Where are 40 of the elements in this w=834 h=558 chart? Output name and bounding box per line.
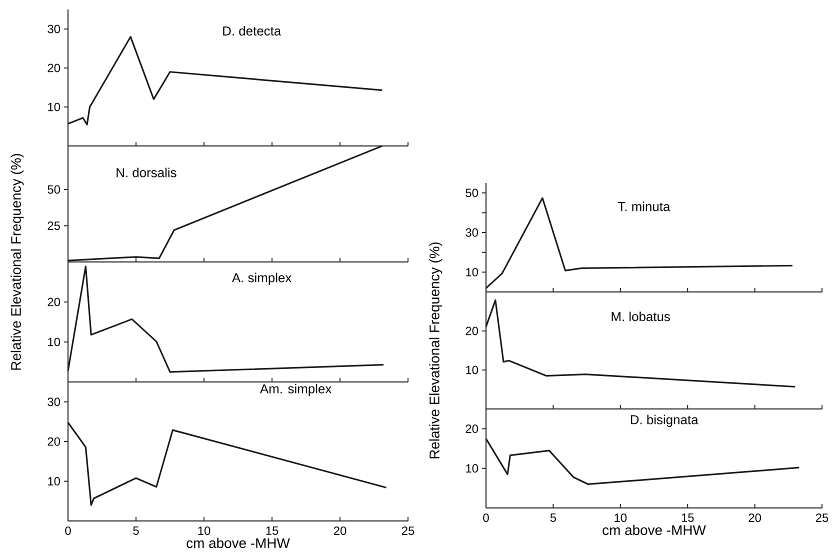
y-tick-label: 10 [48,102,60,112]
text: T. minuta [618,202,670,212]
x-tick-label: 20 [334,526,346,535]
chart-title: D. bisignata [630,414,698,427]
y-tick-label: 10 [466,268,478,276]
text: N. dorsalis [116,168,176,178]
x-tick-label: 10 [198,526,210,535]
x-axis-title: cm above -MHW [602,524,706,536]
text: A. simplex [232,272,292,285]
y-tick-label: 20 [466,326,478,336]
y-tick-label: 30 [48,398,60,406]
x-tick-label: 10 [614,514,627,522]
text: M. lobatus [612,312,670,322]
y-tick-label: 20 [48,437,60,446]
y-tick-label: 25 [48,222,60,230]
y-tick-label: 50 [466,188,478,198]
x-tick-label: 5 [550,514,556,522]
y-tick-label: 20 [466,424,478,434]
y-tick-label: 20 [48,298,60,306]
y-tick-label: 10 [466,366,478,374]
x-tick-label: 0 [65,526,71,535]
x-tick-label: 20 [748,514,761,522]
x-tick-label: 15 [266,526,278,535]
x-tick-label: 0 [483,514,489,522]
y-tick-label: 30 [48,24,60,34]
y-axis-title: Relative Elevational Frequency (%) [429,242,442,458]
y-tick-label: 10 [466,464,478,473]
y-tick-label: 20 [48,64,60,72]
x-tick-label: 25 [816,514,828,522]
y-tick-label: 10 [48,338,60,346]
text: D. detecta [223,26,282,36]
y-tick-label: 50 [48,185,60,194]
x-tick-label: 15 [682,514,694,522]
x-axis-title: cm above -MHW [186,538,290,548]
y-axis-title: Relative Elevational Frequency (%) [10,154,24,370]
x-tick-label: 5 [133,526,139,535]
y-tick-label: 10 [48,477,60,486]
chart-title: Am. simplex [260,384,332,396]
x-tick-label: 25 [402,526,414,535]
y-tick-label: 30 [466,228,478,237]
